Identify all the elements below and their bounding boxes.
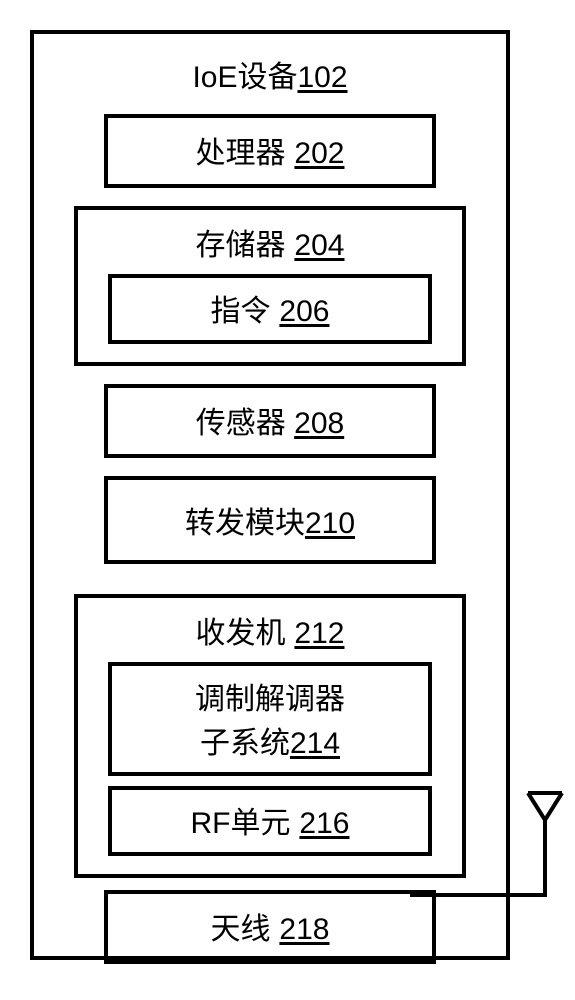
- relay-num: 210: [305, 507, 355, 540]
- rf-num: 216: [299, 807, 349, 840]
- device-title-label: IoE设备: [192, 61, 297, 94]
- transceiver-block: 收发机 212 调制解调器 子系统214 RF单元 216: [74, 594, 466, 878]
- sensor-block: 传感器 208: [104, 384, 436, 458]
- device-title-num: 102: [297, 61, 347, 94]
- instructions-block: 指令 206: [108, 274, 432, 344]
- instructions-num: 206: [279, 295, 329, 328]
- modem-block: 调制解调器 子系统214: [108, 662, 432, 776]
- memory-label: 存储器: [196, 229, 286, 262]
- memory-block: 存储器 204 指令 206: [74, 206, 466, 366]
- processor-num: 202: [294, 137, 344, 170]
- rf-label: RF单元: [191, 807, 291, 840]
- instructions-label: 指令: [211, 295, 271, 328]
- device-outer-box: IoE设备102 处理器 202 存储器 204 指令 206 传感器 208 …: [30, 30, 510, 960]
- antenna-label: 天线: [211, 913, 271, 946]
- modem-label-line2: 子系统: [200, 727, 290, 760]
- antenna-num: 218: [279, 913, 329, 946]
- transceiver-num: 212: [294, 617, 344, 650]
- sensor-label: 传感器: [196, 407, 294, 440]
- antenna-block: 天线 218: [104, 890, 436, 964]
- memory-num: 204: [294, 229, 344, 262]
- relay-block: 转发模块210: [104, 476, 436, 564]
- modem-label-line1: 调制解调器: [120, 674, 420, 718]
- modem-num: 214: [290, 727, 340, 760]
- relay-label: 转发模块: [185, 507, 305, 540]
- device-title: IoE设备102: [34, 52, 506, 96]
- transceiver-label: 收发机: [196, 617, 286, 650]
- rf-block: RF单元 216: [108, 786, 432, 856]
- processor-block: 处理器 202: [104, 114, 436, 188]
- sensor-num: 208: [294, 407, 344, 440]
- processor-label: 处理器: [196, 137, 286, 170]
